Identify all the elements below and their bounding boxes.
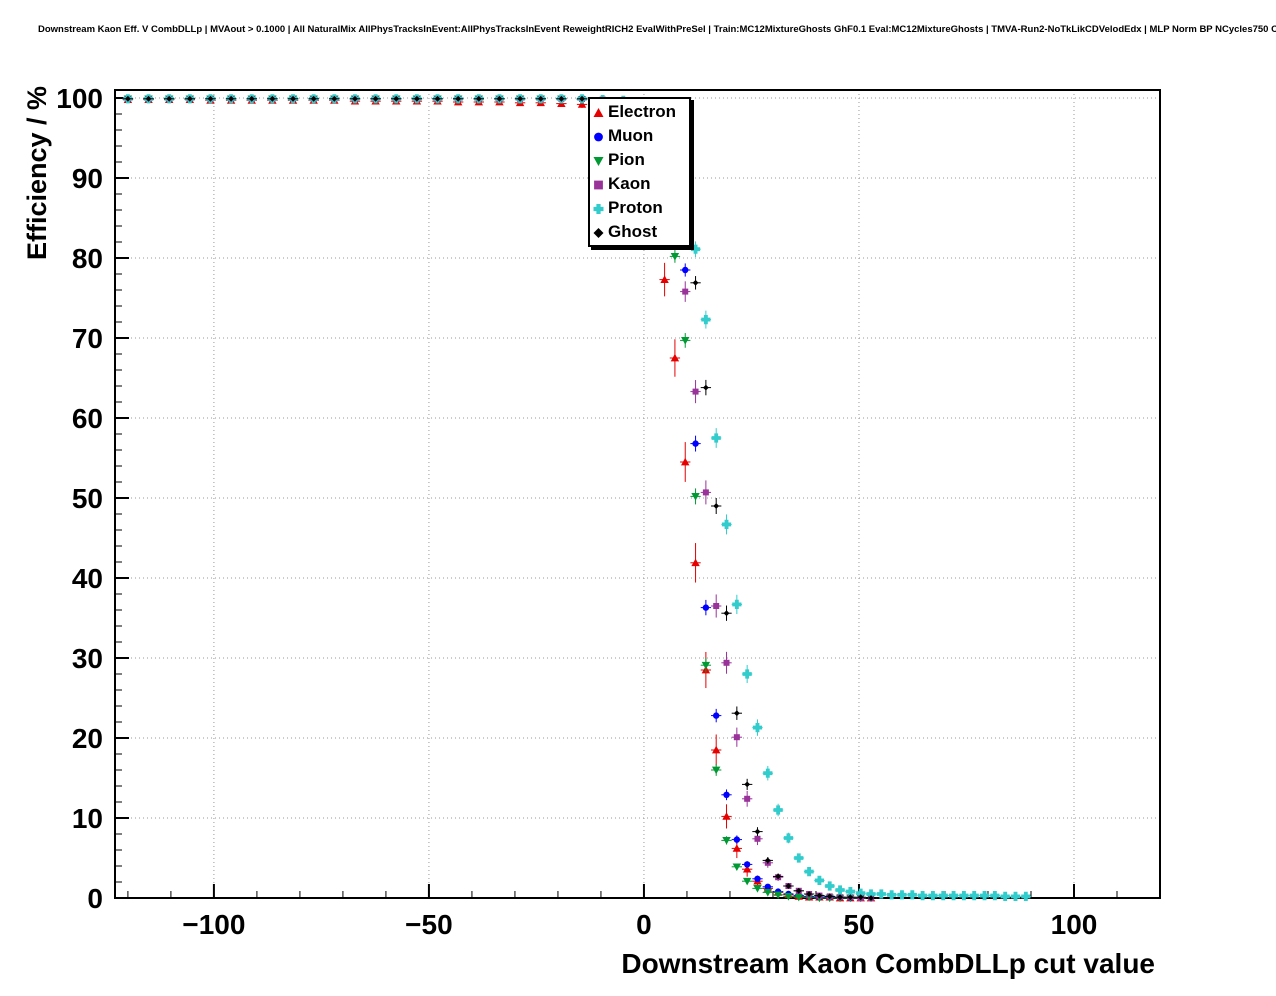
x-tick-label: −50 — [405, 909, 453, 940]
tick-labels: −100 −50 0 50 100 0 10 20 30 40 50 60 70 80 90 100 — [56, 83, 1097, 940]
circle-marker-icon — [594, 132, 603, 141]
y-tick-label: 30 — [72, 643, 103, 674]
y-tick-label: 20 — [72, 723, 103, 754]
x-tick-label: −100 — [182, 909, 245, 940]
legend-label: Kaon — [608, 174, 651, 193]
legend-item-pion: Pion — [590, 148, 689, 172]
x-tick-label: 0 — [636, 909, 652, 940]
y-tick-label: 80 — [72, 243, 103, 274]
legend-item-electron: Electron — [590, 100, 689, 124]
x-tick-label: 50 — [843, 909, 874, 940]
legend: Electron Muon Pion Kaon Proton Ghost — [588, 97, 691, 247]
y-tick-label: 40 — [72, 563, 103, 594]
cross-marker-icon — [593, 203, 604, 214]
series-pion — [122, 95, 877, 903]
legend-label: Proton — [608, 198, 663, 217]
y-tick-label: 90 — [72, 163, 103, 194]
axis-ticks — [115, 97, 1161, 899]
y-tick-label: 0 — [87, 883, 103, 914]
plot-title: Downstream Kaon Eff. V CombDLLp | MVAout… — [38, 24, 1276, 35]
x-axis-title: Downstream Kaon CombDLLp cut value — [621, 948, 1155, 979]
legend-item-ghost: Ghost — [590, 220, 689, 244]
legend-item-proton: Proton — [590, 196, 689, 220]
legend-label: Muon — [608, 126, 654, 145]
gridlines — [115, 90, 1160, 898]
diamond-marker-icon — [593, 227, 604, 238]
triangle-down-marker-icon — [593, 156, 604, 166]
y-tick-label: 70 — [72, 323, 103, 354]
y-tick-label: 50 — [72, 483, 103, 514]
y-tick-label: 60 — [72, 403, 103, 434]
legend-label: Electron — [608, 102, 677, 121]
series-proton — [122, 94, 1031, 901]
square-marker-icon — [594, 180, 603, 189]
y-tick-label: 10 — [72, 803, 103, 834]
plot-frame — [114, 89, 1161, 899]
legend-item-muon: Muon — [590, 124, 689, 148]
legend-label: Pion — [608, 150, 645, 169]
x-tick-label: 100 — [1051, 909, 1098, 940]
legend-item-kaon: Kaon — [590, 172, 689, 196]
legend-label: Ghost — [608, 222, 658, 241]
y-tick-label: 100 — [56, 83, 103, 114]
triangle-up-marker-icon — [593, 107, 604, 117]
